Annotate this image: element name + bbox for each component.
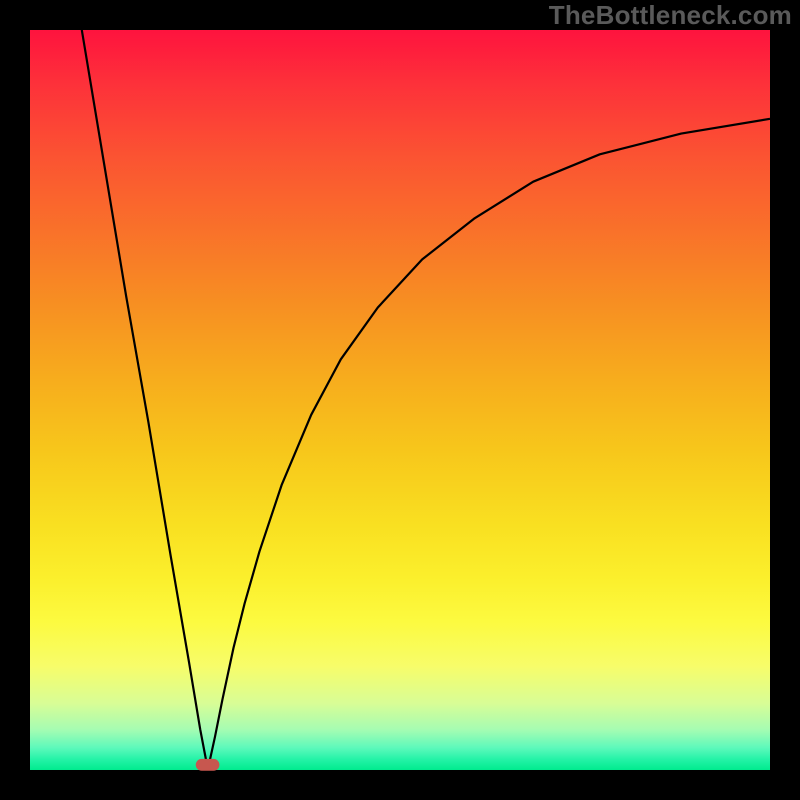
bottleneck-chart <box>0 0 800 800</box>
watermark-label: TheBottleneck.com <box>549 0 792 31</box>
plot-background <box>30 30 770 770</box>
chart-frame: TheBottleneck.com <box>0 0 800 800</box>
optimal-marker <box>196 759 220 771</box>
